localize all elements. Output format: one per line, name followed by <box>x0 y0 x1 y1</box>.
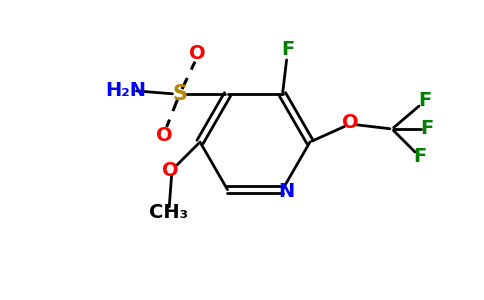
Text: O: O <box>189 44 206 63</box>
Text: F: F <box>421 119 434 139</box>
Text: O: O <box>162 160 178 179</box>
Text: O: O <box>156 126 173 145</box>
Text: H₂N: H₂N <box>105 81 146 100</box>
Text: N: N <box>278 182 295 201</box>
Text: F: F <box>418 92 432 110</box>
Text: S: S <box>172 84 187 104</box>
Text: F: F <box>281 40 294 59</box>
Text: F: F <box>413 148 426 166</box>
Text: CH₃: CH₃ <box>150 203 188 223</box>
Text: O: O <box>342 113 358 133</box>
